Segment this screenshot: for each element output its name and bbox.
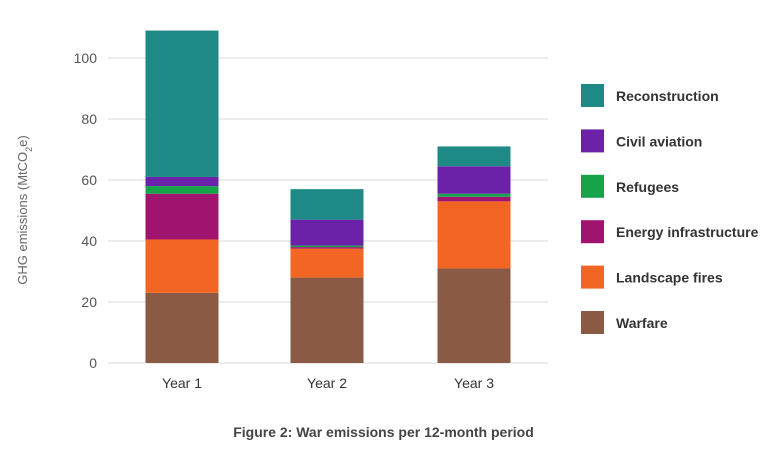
y-tick-label-100: 100 bbox=[74, 50, 98, 66]
y-tick-labels: 0 20 40 60 80 100 bbox=[74, 50, 98, 371]
y-axis-label: GHG emissions (MtCO2e) bbox=[15, 135, 34, 284]
y-tick-label-40: 40 bbox=[81, 233, 97, 249]
legend-swatch-reconstruction bbox=[581, 84, 604, 107]
y-tick-label-0: 0 bbox=[89, 355, 97, 371]
bar-segment-reconstruction-year-2 bbox=[290, 189, 364, 220]
y-tick-label-60: 60 bbox=[81, 172, 97, 188]
x-category-labels: Year 1 Year 2 Year 3 bbox=[162, 375, 494, 391]
x-category-label-year-2: Year 2 bbox=[307, 375, 347, 391]
legend-label-warfare: Warfare bbox=[616, 315, 668, 331]
y-axis-label-suffix: e) bbox=[15, 135, 30, 147]
bar-segment-landscape-fires-year-2 bbox=[290, 248, 364, 278]
x-category-label-year-3: Year 3 bbox=[454, 375, 494, 391]
y-axis-label-main: GHG emissions (MtCO bbox=[15, 152, 30, 285]
figure-caption: Figure 2: War emissions per 12-month per… bbox=[0, 424, 781, 440]
bar-segment-warfare-year-1 bbox=[145, 292, 219, 363]
legend: Reconstruction Civil aviation Refugees Ener… bbox=[581, 84, 759, 334]
bar-segment-landscape-fires-year-1 bbox=[145, 239, 219, 293]
bar-segment-warfare-year-3 bbox=[437, 268, 511, 363]
bar-segment-civil-aviation-year-1 bbox=[145, 176, 219, 187]
y-tick-label-80: 80 bbox=[81, 111, 97, 127]
legend-label-refugees: Refugees bbox=[616, 179, 679, 195]
bar-segment-warfare-year-2 bbox=[290, 277, 364, 363]
legend-swatch-warfare bbox=[581, 311, 604, 334]
legend-swatch-energy-infrastructure bbox=[581, 220, 604, 244]
bars bbox=[145, 30, 511, 363]
bar-segment-reconstruction-year-3 bbox=[437, 146, 511, 167]
bar-segment-landscape-fires-year-3 bbox=[437, 201, 511, 269]
x-category-label-year-1: Year 1 bbox=[162, 375, 202, 391]
bar-segment-refugees-year-1 bbox=[145, 186, 219, 194]
legend-swatch-refugees bbox=[581, 174, 604, 198]
figure-caption-text: Figure 2: War emissions per 12-month per… bbox=[233, 424, 534, 440]
bar-segment-energy-infrastructure-year-1 bbox=[145, 193, 219, 240]
legend-label-energy-infrastructure: Energy infrastructure bbox=[616, 224, 759, 240]
bar-segment-refugees-year-3 bbox=[437, 193, 511, 197]
bar-segment-energy-infrastructure-year-3 bbox=[437, 196, 511, 202]
legend-swatch-landscape-fires bbox=[581, 265, 604, 289]
bar-segment-civil-aviation-year-2 bbox=[290, 219, 364, 246]
legend-label-landscape-fires: Landscape fires bbox=[616, 270, 723, 286]
bar-segment-energy-infrastructure-year-2 bbox=[290, 247, 364, 249]
y-axis-label-subscript: 2 bbox=[24, 147, 34, 152]
legend-swatch-civil-aviation bbox=[581, 129, 604, 153]
bar-segment-civil-aviation-year-3 bbox=[437, 166, 511, 194]
bar-segment-refugees-year-2 bbox=[290, 245, 364, 248]
legend-label-reconstruction: Reconstruction bbox=[616, 88, 719, 104]
y-tick-label-20: 20 bbox=[81, 294, 97, 310]
bar-segment-reconstruction-year-1 bbox=[145, 30, 219, 177]
legend-label-civil-aviation: Civil aviation bbox=[616, 133, 702, 149]
